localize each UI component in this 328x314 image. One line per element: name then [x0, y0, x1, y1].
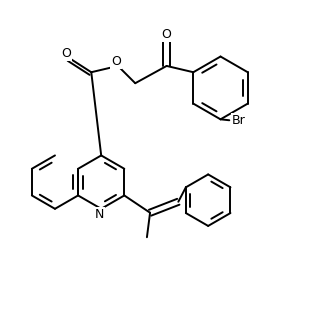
Text: O: O — [162, 28, 172, 41]
Text: N: N — [95, 208, 104, 221]
Text: O: O — [61, 47, 71, 60]
Text: O: O — [112, 55, 121, 68]
Text: Br: Br — [232, 114, 245, 127]
